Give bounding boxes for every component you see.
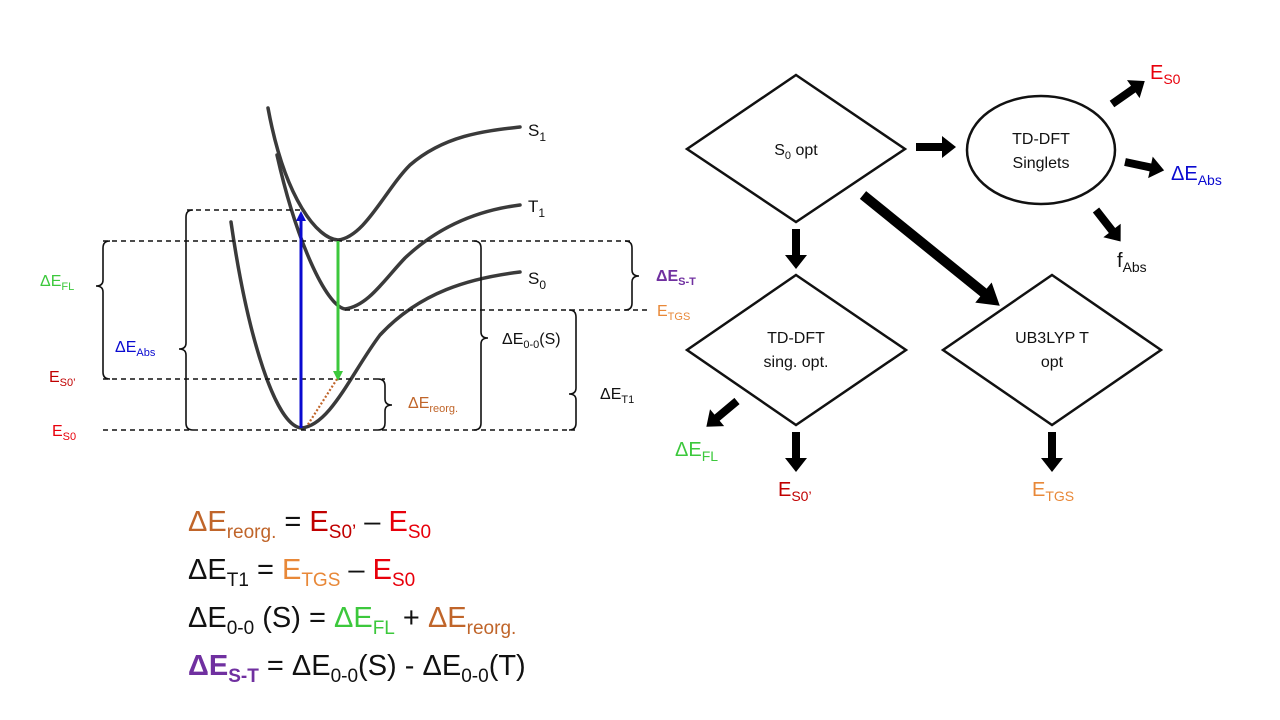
- bracket-dE-T1: [568, 309, 577, 431]
- arrow-singopt-to-es0p: [785, 432, 807, 472]
- t1-curve: [275, 153, 522, 311]
- output-dE-FL: ΔEFL: [675, 439, 718, 464]
- arrow-singlets-to-es0: [1109, 80, 1145, 108]
- eq2-equals: =: [248, 554, 282, 586]
- bracket-dE-ST: [624, 240, 640, 311]
- output-E-TGS: ETGS: [1032, 479, 1074, 504]
- node-ub3lyp-shape: [940, 273, 1164, 427]
- node-ub3lyp-line1: UB3LYP T: [1015, 330, 1089, 347]
- eq2-term2: ES0: [372, 554, 416, 591]
- label-dE-ST: ΔES-T: [656, 268, 696, 288]
- state-label-t1: T1: [528, 197, 545, 220]
- bracket-dE-reorg: [377, 378, 393, 431]
- eq4-equals: =: [258, 650, 292, 682]
- label-dE-00S: ΔE0-0(S): [502, 331, 561, 351]
- arrow-s0opt-to-singopt: [785, 229, 807, 269]
- energy-level-lines: [103, 209, 648, 431]
- node-s0-opt-label: S0 opt: [774, 142, 818, 162]
- equations: ΔEreorg. = ES0’ – ES0 ΔET1 = ETGS – ES0 …: [188, 498, 748, 690]
- eq1-term2: ES0: [388, 506, 432, 543]
- eq3-term2: ΔEreorg.: [427, 602, 517, 639]
- label-dE-Abs: ΔEAbs: [115, 339, 156, 359]
- arrow-s0opt-to-ub3lyp: [859, 191, 1000, 306]
- label-E-TGS: ETGS: [657, 303, 690, 323]
- reorganization-arrow: [306, 378, 338, 427]
- eq3-lhs: ΔE0-0 (S): [188, 602, 301, 639]
- label-dE-reorg: ΔEreorg.: [408, 395, 458, 415]
- eq1-equals: =: [276, 506, 310, 538]
- node-tddft-sing-opt-line2: sing. opt.: [764, 354, 829, 371]
- bracket-dE-FL: [95, 240, 111, 380]
- state-label-s1: S1: [528, 121, 546, 144]
- node-ub3lyp-line2: opt: [1041, 354, 1064, 371]
- eq2-term1: ETGS: [281, 554, 341, 591]
- s0-curve: [229, 220, 522, 430]
- eq4-term1: ΔE0-0(S): [291, 650, 397, 687]
- arrow-singlets-to-fabs: [1092, 207, 1121, 242]
- output-E-S0: ES0: [1150, 62, 1181, 87]
- arrow-ub3lyp-to-etgs: [1041, 432, 1063, 472]
- eq3-equals: =: [300, 602, 334, 634]
- label-dE-FL: ΔEFL: [40, 273, 74, 293]
- flow-arrows: [706, 80, 1165, 472]
- node-tddft-singlets-line1: TD-DFT: [1012, 131, 1070, 148]
- state-label-s0: S0: [528, 269, 546, 292]
- eq2-operator: –: [340, 554, 373, 586]
- equation-ST: ΔES-T = ΔE0-0(S) - ΔE0-0(T): [188, 642, 748, 690]
- node-tddft-singlets-line2: Singlets: [1013, 155, 1070, 172]
- eq1-term1: ES0’: [309, 506, 357, 543]
- output-dE-Abs: ΔEAbs: [1171, 163, 1222, 188]
- potential-energy-curves: [229, 106, 522, 430]
- eq4-operator: -: [396, 650, 423, 682]
- equation-T1: ΔET1 = ETGS – ES0: [188, 546, 748, 594]
- label-dE-T1: ΔET1: [600, 386, 634, 406]
- equation-reorg: ΔEreorg. = ES0’ – ES0: [188, 498, 748, 546]
- arrow-s0opt-to-singlets: [916, 136, 956, 158]
- equation-00S: ΔE0-0 (S) = ΔEFL + ΔEreorg.: [188, 594, 748, 642]
- node-tddft-sing-opt-line1: TD-DFT: [767, 330, 825, 347]
- eq1-lhs: ΔEreorg.: [188, 506, 277, 543]
- brackets: [95, 209, 640, 431]
- eq4-term2: ΔE0-0(T): [422, 650, 526, 687]
- eq1-operator: –: [356, 506, 389, 538]
- bracket-dE-Abs: [178, 209, 194, 431]
- output-E-S0prime: ES0’: [778, 479, 812, 504]
- eq2-lhs: ΔET1: [188, 554, 249, 591]
- s1-curve: [266, 106, 522, 242]
- bracket-dE-00S: [473, 240, 489, 431]
- flowchart: S0 opt TD-DFT Singlets TD-DFT sing. opt.…: [675, 62, 1222, 504]
- arrow-singopt-to-dEfl: [706, 397, 740, 427]
- label-E-S0: ES0: [52, 423, 76, 443]
- node-tddft-sing-opt-shape: [684, 273, 909, 427]
- eq3-operator: +: [394, 602, 428, 634]
- arrow-singlets-to-dEabs: [1124, 156, 1165, 179]
- eq3-term1: ΔEFL: [333, 602, 395, 639]
- node-tddft-singlets-shape: [965, 94, 1117, 206]
- output-f-Abs: fAbs: [1117, 250, 1147, 275]
- eq4-lhs: ΔES-T: [188, 650, 259, 687]
- node-s0-opt-shape: [684, 73, 908, 224]
- label-E-S0prime: ES0’: [49, 369, 76, 389]
